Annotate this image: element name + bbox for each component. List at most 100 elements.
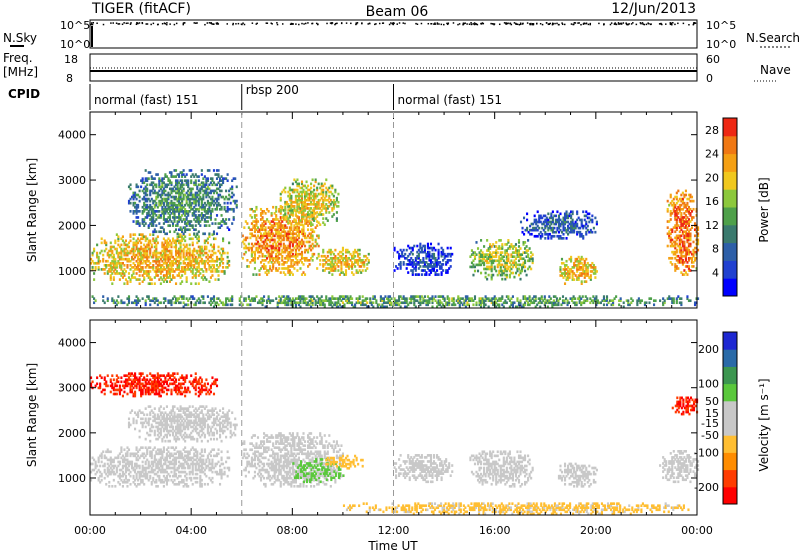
range-cell — [255, 206, 257, 209]
range-cell — [390, 301, 392, 304]
nsky-point — [374, 24, 376, 26]
nsky-point — [235, 23, 237, 25]
range-cell — [198, 175, 200, 178]
range-cell — [123, 282, 125, 285]
nsky-point — [332, 22, 334, 24]
range-cell — [559, 266, 561, 269]
range-cell — [207, 295, 209, 298]
range-cell — [562, 233, 564, 236]
freq-tick-bottom: 8 — [66, 72, 73, 85]
range-cell — [433, 253, 435, 256]
range-cell — [585, 221, 587, 224]
range-cell — [149, 303, 151, 306]
range-cell — [591, 219, 593, 222]
range-cell — [224, 206, 226, 209]
range-cell — [180, 301, 182, 304]
nsky-panel: N.Sky 10^5 10^0 10^5 10^0 N.Search — [3, 19, 800, 51]
range-cell — [694, 235, 696, 238]
range-cell — [187, 179, 189, 182]
range-cell — [555, 215, 557, 218]
nsky-point — [661, 24, 663, 26]
range-cell — [307, 185, 309, 188]
range-cell — [537, 210, 539, 213]
nsky-point — [291, 23, 293, 25]
range-cell — [524, 241, 526, 244]
range-cell — [122, 235, 124, 238]
range-cell — [591, 215, 593, 218]
range-cell — [483, 245, 485, 248]
nsky-point — [311, 23, 313, 25]
range-cell — [576, 223, 578, 226]
range-cell — [199, 224, 201, 227]
range-cell — [129, 233, 131, 236]
range-cell — [146, 194, 148, 197]
nsky-point — [421, 23, 423, 25]
nsky-point — [305, 23, 307, 25]
range-cell — [312, 178, 314, 181]
range-cell — [319, 223, 321, 226]
range-cell — [205, 268, 207, 271]
nsky-point — [614, 23, 616, 25]
range-cell — [136, 272, 138, 275]
nsky-point — [153, 23, 155, 25]
range-cell — [424, 245, 426, 248]
nsky-point — [504, 22, 506, 24]
nsky-point — [145, 23, 147, 25]
nsky-point — [556, 23, 558, 25]
range-cell — [524, 270, 526, 273]
range-cell — [93, 272, 95, 275]
nsky-point — [166, 22, 168, 24]
range-cell — [222, 262, 224, 265]
range-cell — [164, 190, 166, 193]
range-cell — [324, 183, 326, 186]
nsky-point — [295, 23, 297, 25]
nsky-point — [369, 23, 371, 25]
range-cell — [686, 202, 688, 205]
range-cell — [96, 252, 98, 255]
range-cell — [309, 263, 311, 266]
range-cell — [139, 200, 141, 203]
range-cell — [214, 218, 216, 221]
range-cell — [187, 303, 189, 306]
range-cell — [362, 295, 364, 298]
range-cell — [495, 270, 497, 273]
range-cell — [500, 239, 502, 242]
range-cell — [231, 295, 233, 298]
range-cell — [480, 239, 482, 242]
range-cell — [324, 303, 326, 306]
nsky-point — [415, 23, 417, 25]
range-cell — [403, 261, 405, 264]
range-cell — [195, 282, 197, 285]
range-cell — [189, 233, 191, 236]
range-cell — [228, 228, 230, 231]
range-cell — [190, 169, 192, 172]
range-cell — [107, 260, 109, 263]
nsky-point — [672, 22, 674, 24]
range-cell — [366, 301, 368, 304]
range-cell — [152, 233, 154, 236]
range-cell — [126, 280, 128, 283]
range-cell — [227, 173, 229, 176]
range-cell — [183, 295, 185, 298]
range-cell — [125, 239, 127, 242]
range-cell — [93, 278, 95, 281]
range-cell — [217, 274, 219, 277]
range-cell — [325, 295, 327, 298]
range-cell — [596, 270, 598, 273]
range-cell — [591, 231, 593, 234]
nsky-point — [301, 23, 303, 25]
nsky-point — [626, 23, 628, 25]
range-cell — [158, 222, 160, 225]
range-cell — [216, 214, 218, 217]
range-cell — [319, 259, 321, 262]
nsky-point — [244, 24, 246, 26]
range-cell — [236, 204, 238, 207]
range-cell — [142, 266, 144, 269]
range-cell — [685, 194, 687, 197]
range-cell — [475, 241, 477, 244]
nsky-point — [618, 23, 620, 25]
range-cell — [430, 243, 432, 246]
nsky-point — [317, 24, 319, 26]
range-cell — [233, 216, 235, 219]
range-cell — [117, 301, 119, 304]
